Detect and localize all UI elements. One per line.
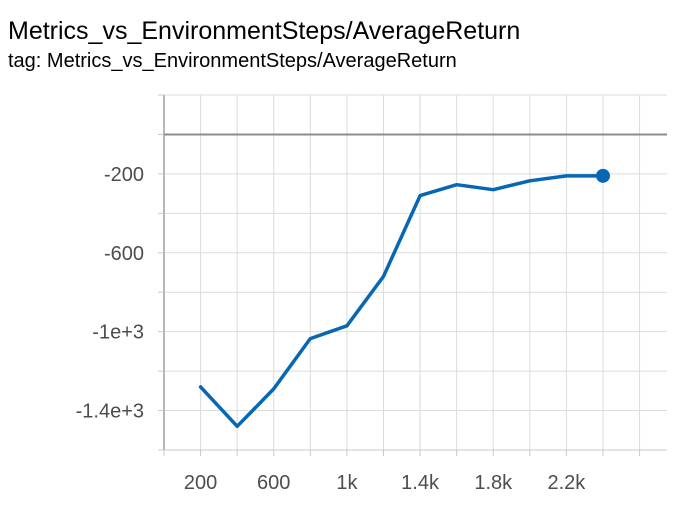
x-tick-label: 1k [336,472,358,494]
axes [158,94,667,456]
x-tick-label: 600 [257,472,290,494]
series-line [198,174,605,429]
x-tick-label: 1.4k [401,472,440,494]
x-tick-label: 1.8k [474,472,513,494]
last-point-marker [595,168,610,183]
series-group [198,168,610,429]
grid-lines [163,94,667,451]
y-tick-label: -200 [104,164,144,186]
y-tick-label: -1e+3 [92,322,144,344]
x-tick-label: 200 [184,472,217,494]
y-tick-label: -1.4e+3 [76,401,144,423]
chart-tag: tag: Metrics_vs_EnvironmentSteps/Average… [8,50,457,72]
y-tick-label: -600 [104,243,144,265]
tick-labels: -200 -600 -1e+3 -1.4e+3 200 600 1k 1.4k 1.8k 2.2k [76,164,587,494]
x-tick-label: 2.2k [547,472,586,494]
chart-title: Metrics_vs_EnvironmentSteps/AverageRetur… [8,17,521,45]
